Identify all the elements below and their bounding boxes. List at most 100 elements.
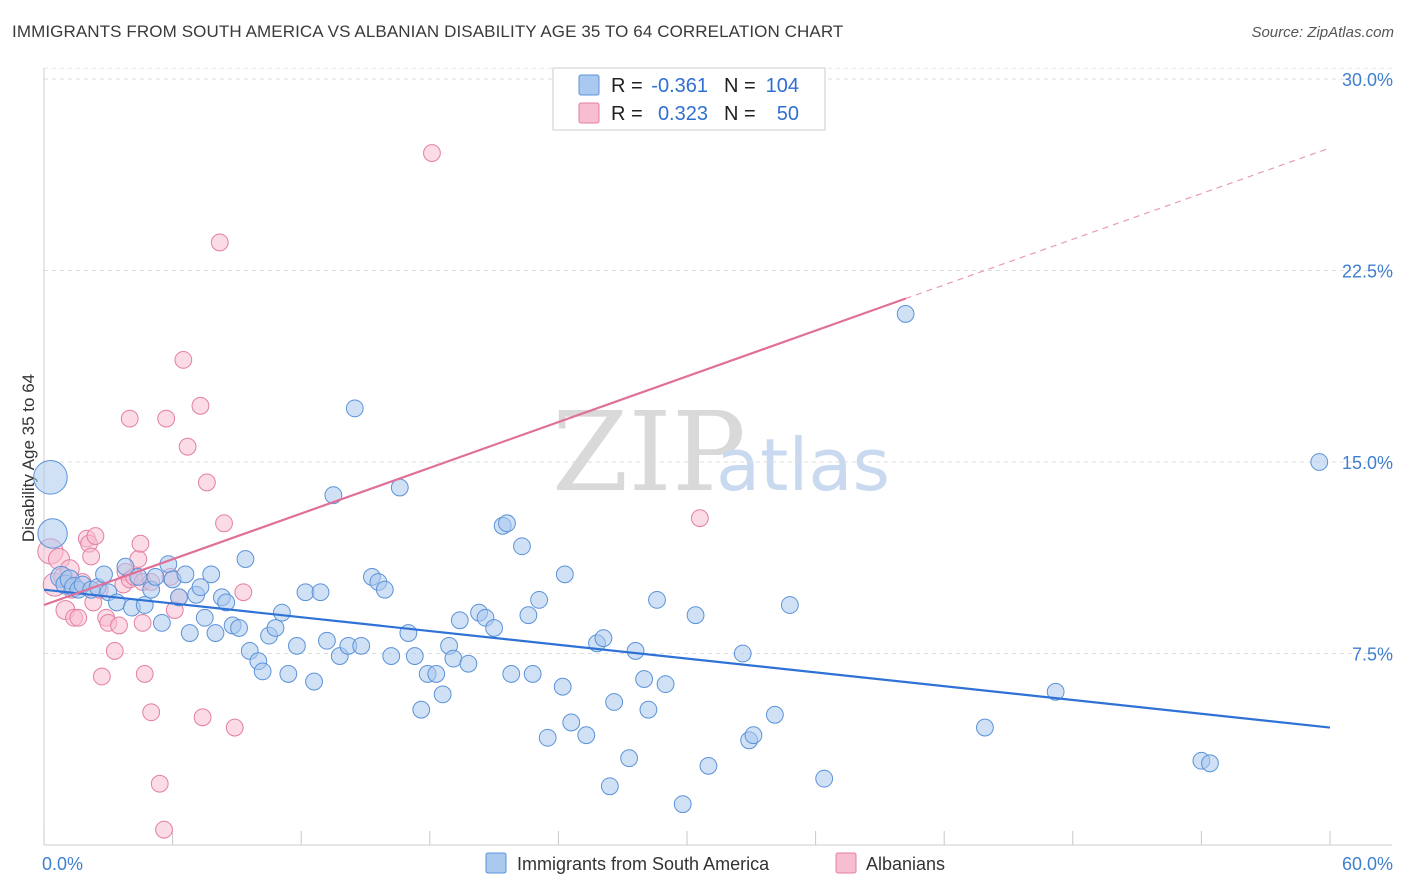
legend-n-label-blue: N = bbox=[724, 75, 756, 97]
legend-n-value-pink: 50 bbox=[777, 103, 799, 125]
south-america-point bbox=[296, 583, 315, 602]
south-america-point bbox=[33, 460, 68, 495]
south-america-point bbox=[236, 550, 255, 568]
correlation-legend: R = -0.361 N = 104 R = 0.323 N = 50 bbox=[552, 67, 826, 131]
south-america-point bbox=[1310, 453, 1329, 471]
legend-n-value-blue: 104 bbox=[766, 75, 799, 97]
albanians-point bbox=[131, 534, 150, 553]
south-america-point bbox=[519, 606, 538, 625]
south-america-point bbox=[324, 486, 343, 505]
south-america-point bbox=[600, 777, 619, 796]
south-america-point bbox=[37, 518, 68, 549]
south-america-point bbox=[626, 642, 645, 660]
albanians-point bbox=[86, 527, 105, 545]
source-label: Source: ZipAtlas.com bbox=[1251, 24, 1394, 41]
albanians-point bbox=[215, 514, 233, 533]
south-america-point bbox=[686, 606, 705, 625]
south-america-point bbox=[146, 568, 165, 586]
south-america-point bbox=[485, 619, 504, 637]
south-america-point bbox=[733, 644, 752, 663]
y-tick-label: 30.0% bbox=[1342, 70, 1393, 90]
albanians-point bbox=[157, 409, 176, 428]
albanians-point bbox=[135, 665, 154, 683]
south-america-point bbox=[459, 654, 478, 673]
south-america-point bbox=[375, 580, 394, 599]
south-america-point bbox=[279, 665, 298, 683]
south-america-point bbox=[191, 578, 210, 597]
albanians-point bbox=[423, 144, 441, 162]
south-america-point bbox=[311, 583, 330, 602]
south-america-point bbox=[562, 713, 581, 732]
south-america-point bbox=[620, 749, 639, 768]
south-america-point bbox=[673, 795, 692, 814]
south-america-point bbox=[513, 537, 531, 556]
south-america-point bbox=[815, 769, 834, 788]
bottom-legend-label-albanians: Albanians bbox=[866, 854, 945, 874]
albanians-point bbox=[191, 396, 210, 415]
x-tick-labels: 0.0% 60.0% bbox=[42, 854, 1393, 874]
south-america-point bbox=[744, 726, 763, 745]
watermark-zip: ZIP bbox=[552, 388, 746, 516]
south-america-points bbox=[33, 305, 1329, 814]
albanians-point bbox=[210, 233, 229, 252]
bottom-legend-label-south-america: Immigrants from South America bbox=[517, 854, 770, 874]
south-america-point bbox=[444, 649, 463, 668]
south-america-point bbox=[523, 665, 542, 683]
albanians-point bbox=[150, 774, 169, 793]
legend-r-value-blue: -0.361 bbox=[651, 75, 708, 97]
legend-r-label-pink: R = bbox=[611, 103, 643, 125]
albanians-point bbox=[142, 703, 161, 722]
south-america-point bbox=[180, 624, 199, 642]
south-america-point bbox=[427, 665, 446, 683]
south-america-point bbox=[594, 629, 613, 648]
albanians-trend-extension bbox=[905, 147, 1331, 300]
south-america-point bbox=[450, 611, 469, 630]
south-america-point bbox=[605, 693, 624, 711]
south-america-point bbox=[305, 672, 323, 691]
south-america-point bbox=[780, 596, 799, 614]
south-america-point bbox=[170, 588, 188, 607]
legend-swatch-south-america bbox=[578, 74, 600, 96]
albanians-point bbox=[69, 608, 88, 627]
south-america-trend-line bbox=[43, 588, 1331, 729]
albanians-point bbox=[197, 473, 216, 492]
albanians-point bbox=[193, 708, 212, 727]
south-america-point bbox=[1046, 682, 1065, 701]
y-tick-label: 7.5% bbox=[1352, 645, 1393, 665]
south-america-point bbox=[318, 631, 336, 650]
bottom-legend-swatch-south-america bbox=[485, 852, 507, 874]
south-america-point bbox=[530, 590, 549, 609]
albanians-point bbox=[133, 613, 152, 632]
albanians-point bbox=[174, 350, 193, 369]
south-america-point bbox=[765, 705, 784, 724]
legend-r-value-pink: 0.323 bbox=[658, 103, 708, 125]
south-america-point bbox=[195, 608, 214, 627]
south-america-point bbox=[553, 677, 572, 696]
south-america-point bbox=[217, 593, 236, 612]
y-tick-label: 22.5% bbox=[1342, 262, 1393, 282]
south-america-point bbox=[555, 565, 574, 584]
albanians-point bbox=[155, 820, 173, 839]
south-america-point bbox=[433, 685, 452, 704]
south-america-point bbox=[206, 624, 225, 642]
chart-title: IMMIGRANTS FROM SOUTH AMERICA VS ALBANIA… bbox=[12, 22, 844, 41]
albanians-point bbox=[178, 437, 197, 456]
albanians-point bbox=[105, 642, 124, 660]
albanians-point bbox=[690, 509, 709, 528]
x-tick-label: 60.0% bbox=[1342, 854, 1393, 874]
y-axis-label: Disability Age 35 to 64 bbox=[19, 374, 38, 542]
south-america-point bbox=[202, 565, 221, 584]
south-america-point bbox=[896, 305, 915, 323]
legend-r-label-blue: R = bbox=[611, 75, 643, 97]
south-america-point bbox=[502, 665, 521, 683]
south-america-point bbox=[976, 718, 994, 737]
south-america-point bbox=[230, 619, 248, 637]
south-america-point bbox=[345, 399, 364, 418]
south-america-point bbox=[352, 636, 371, 655]
watermark-atlas: atlas bbox=[716, 423, 890, 507]
y-tick-label: 15.0% bbox=[1342, 453, 1393, 473]
south-america-point bbox=[405, 647, 424, 665]
south-america-point bbox=[1201, 754, 1219, 773]
south-america-point bbox=[648, 590, 666, 609]
